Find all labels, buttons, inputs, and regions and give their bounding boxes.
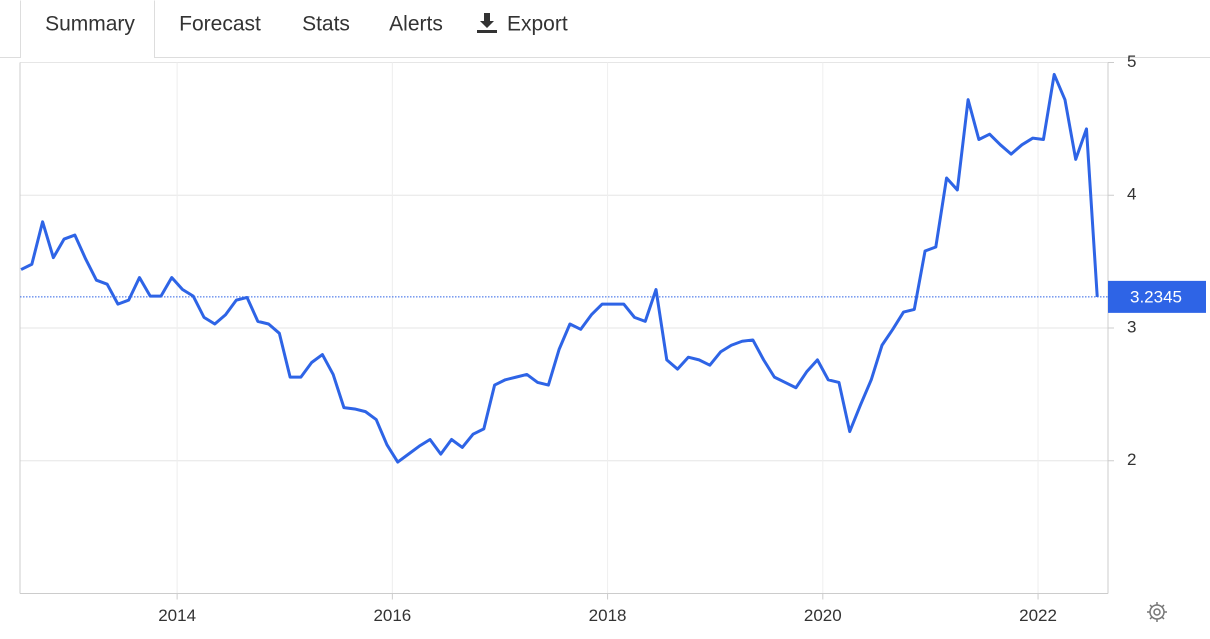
tab[interactable]: Alerts <box>389 13 443 36</box>
last-value-box <box>1108 280 1206 313</box>
download-icon[interactable] <box>477 13 497 33</box>
y-tick-label: 2 <box>1127 450 1136 469</box>
line-series <box>20 72 1099 464</box>
plot: 2 3 4 5 2014 2016 2018 2020 2022 3.2345 <box>19 52 1206 625</box>
tab-selected[interactable] <box>21 0 154 58</box>
x-tick-label: 2022 <box>1019 606 1057 625</box>
x-tick-label: 2014 <box>158 606 196 625</box>
y-tick-label: 4 <box>1127 185 1136 204</box>
tab[interactable]: Summary <box>45 13 135 36</box>
tab-border <box>20 0 155 58</box>
tab[interactable]: Forecast <box>179 13 261 36</box>
settings-icon[interactable] <box>1147 602 1167 622</box>
x-tick-label: 2020 <box>804 606 842 625</box>
x-tick-label: 2016 <box>373 606 411 625</box>
tab[interactable]: Stats <box>302 13 350 36</box>
tab[interactable]: Export <box>507 13 568 36</box>
x-tick-label: 2018 <box>589 606 627 625</box>
y-tick-label: 5 <box>1127 52 1136 71</box>
last-value-label: 3.2345 <box>1130 287 1182 306</box>
y-tick-label: 3 <box>1127 317 1136 336</box>
